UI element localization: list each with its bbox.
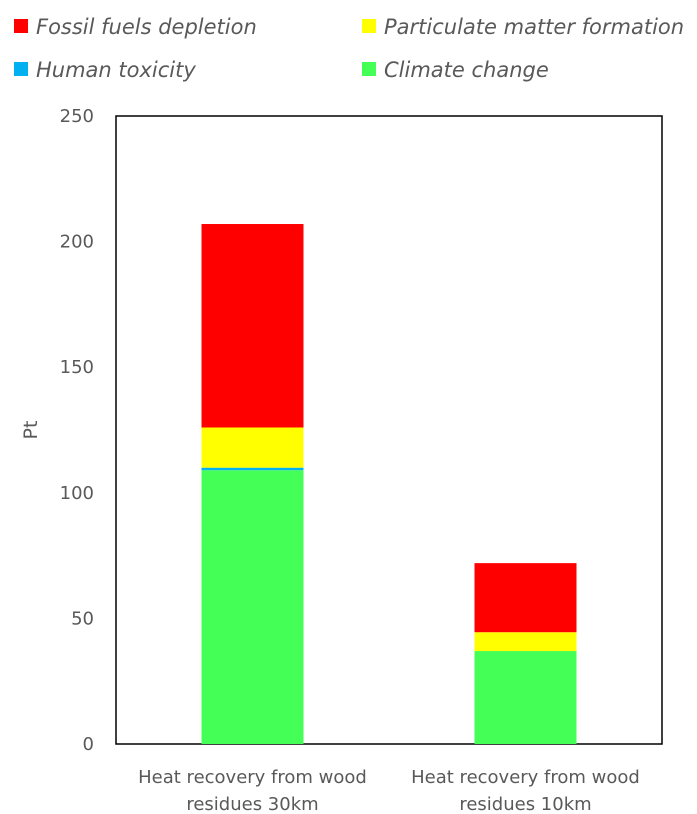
x-category-label-1: Heat recovery from wood residues 30km bbox=[138, 767, 367, 814]
x-axis-categories: Heat recovery from wood residues 30km Heat… bbox=[138, 767, 640, 814]
y-tick-label-100: 100 bbox=[60, 483, 94, 504]
y-axis-ticks: 0 50 100 150 200 250 bbox=[60, 106, 94, 755]
bar-climate-change-1 bbox=[201, 470, 304, 744]
legend-swatch-fossil-fuels-depletion bbox=[14, 19, 28, 33]
y-axis-title: Pt bbox=[20, 421, 42, 440]
bar-climate-change-2 bbox=[474, 651, 577, 744]
legend-label-climate-change: Climate change bbox=[384, 58, 549, 82]
legend-label-particulate-matter-formation: Particulate matter formation bbox=[384, 15, 684, 39]
bar-human-toxicity-1 bbox=[201, 467, 304, 471]
legend-label-fossil-fuels-depletion: Fossil fuels depletion bbox=[36, 15, 257, 39]
legend-swatch-climate-change bbox=[362, 62, 376, 76]
y-tick-label-150: 150 bbox=[60, 357, 94, 378]
legend-swatch-human-toxicity bbox=[14, 62, 28, 76]
legend-swatch-particulate-matter-formation bbox=[362, 19, 376, 33]
plot-frame bbox=[115, 115, 663, 745]
x-category-label-2: Heat recovery from wood residues 10km bbox=[411, 767, 640, 814]
bars bbox=[201, 224, 577, 744]
legend: Fossil fuels depletion Particulate matter… bbox=[14, 15, 684, 82]
plot-area: 0 50 100 150 200 250 Heat recovery from wood r… bbox=[20, 106, 663, 814]
legend-label-human-toxicity: Human toxicity bbox=[36, 58, 196, 82]
bar-fossil-fuels-depletion-1 bbox=[201, 224, 304, 428]
bar-particulate-matter-formation-2 bbox=[474, 632, 577, 652]
bar-fossil-fuels-depletion-2 bbox=[474, 563, 577, 633]
y-tick-label-250: 250 bbox=[60, 106, 94, 127]
y-tick-label-0: 0 bbox=[83, 734, 94, 755]
bar-particulate-matter-formation-1 bbox=[201, 427, 304, 468]
y-tick-label-50: 50 bbox=[71, 608, 94, 629]
y-tick-label-200: 200 bbox=[60, 232, 94, 253]
